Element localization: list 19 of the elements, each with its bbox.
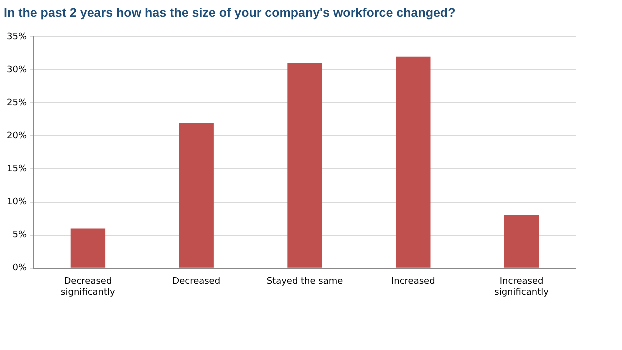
y-tick-label: 30% [6, 65, 28, 76]
y-tick-label: 10% [6, 198, 28, 208]
x-tick-label: Stayed the same [266, 277, 344, 288]
y-tick-label: 25% [6, 98, 28, 108]
chart-title: In the past 2 years how has the size of your company's workforce changed? [4, 6, 456, 20]
y-tick-label: 15% [6, 164, 28, 175]
x-tick-label: Increased [391, 277, 436, 288]
y-tick-label: 35% [6, 32, 28, 42]
bar [70, 228, 106, 268]
x-tick-label: Decreased significantly [61, 277, 116, 298]
bar [288, 63, 322, 268]
y-tick-label: 20% [6, 132, 28, 142]
bar [179, 122, 214, 268]
y-tick-label: 5% [12, 230, 28, 241]
x-tick-label: Decreased [172, 277, 221, 288]
bar [396, 56, 431, 268]
bar [504, 216, 540, 268]
y-tick-label: 0% [12, 264, 28, 274]
x-tick-label: Increased significantly [494, 277, 550, 298]
